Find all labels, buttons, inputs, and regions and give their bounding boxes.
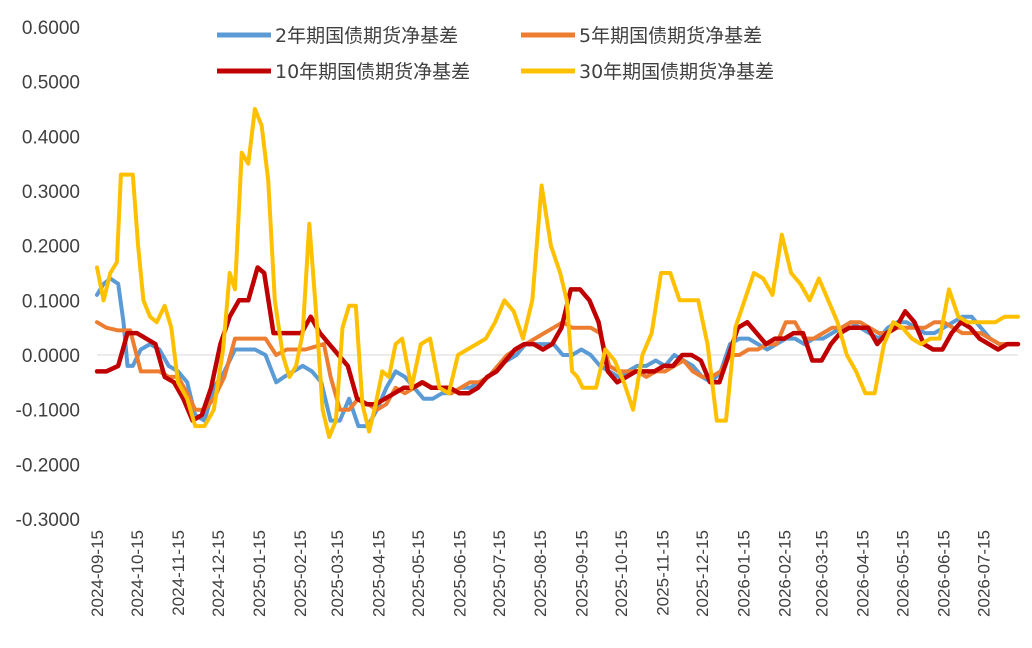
- x-tick-label: 2024-11-15: [169, 530, 188, 616]
- y-tick-label: -0.3000: [16, 510, 80, 531]
- legend-label: 30年期国债期货净基差: [579, 61, 774, 83]
- x-tick-label: 2026-03-15: [813, 530, 832, 617]
- y-axis-ticks: 0.6000 0.5000 0.4000 0.3000 0.2000 0.1000 0.00…: [16, 18, 80, 531]
- chart-legend: 2年期国债期货净基差 5年期国债期货净基差 10年期国债期货净基差 30年期国债期货净…: [217, 25, 774, 83]
- series-line-1: [95, 276, 1020, 429]
- x-tick-label: 2026-05-15: [894, 530, 913, 617]
- x-tick-label: 2025-04-15: [369, 530, 388, 617]
- x-tick-label: 2026-01-15: [734, 530, 753, 617]
- y-tick-label: 0.6000: [22, 18, 80, 39]
- x-tick-label: 2025-08-15: [531, 530, 550, 617]
- x-tick-label: 2025-11-15: [653, 530, 672, 616]
- x-tick-label: 2025-12-15: [693, 530, 712, 617]
- y-tick-label: 0.4000: [22, 127, 80, 148]
- x-tick-label: 2025-03-15: [328, 530, 347, 617]
- y-tick-label: -0.2000: [16, 455, 80, 476]
- x-tick-label: 2026-04-15: [854, 530, 873, 617]
- y-tick-label: 0.0000: [22, 346, 80, 367]
- x-tick-label: 2026-07-15: [974, 530, 993, 617]
- x-tick-label: 2025-01-15: [250, 530, 269, 617]
- x-tick-label: 2026-02-15: [775, 530, 794, 617]
- x-tick-label: 2025-02-15: [291, 530, 310, 617]
- legend-label: 2年期国债期货净基差: [275, 25, 458, 47]
- x-tick-label: 2024-09-15: [88, 530, 107, 617]
- x-axis-ticks: 2024-09-15 2024-10-15 2024-11-15 2024-12-15…: [88, 530, 993, 617]
- legend-label: 5年期国债期货净基差: [579, 25, 762, 47]
- x-tick-label: 2025-05-15: [409, 530, 428, 617]
- y-tick-label: 0.1000: [22, 291, 80, 312]
- legend-label: 10年期国债期货净基差: [275, 61, 470, 83]
- series-lines: [94, 107, 1021, 439]
- x-tick-label: 2025-07-15: [490, 530, 509, 617]
- y-tick-label: -0.1000: [16, 401, 80, 422]
- x-tick-label: 2025-06-15: [450, 530, 469, 617]
- x-tick-label: 2026-06-15: [935, 530, 954, 617]
- series-line-3: [94, 265, 1021, 423]
- x-tick-label: 2024-12-15: [209, 530, 228, 617]
- y-tick-label: 0.3000: [22, 182, 80, 203]
- x-tick-label: 2025-09-15: [572, 530, 591, 617]
- y-tick-label: 0.5000: [22, 73, 80, 94]
- x-tick-label: 2024-10-15: [128, 530, 147, 617]
- y-tick-label: 0.2000: [22, 237, 80, 258]
- series-line-4: [95, 107, 1020, 439]
- x-tick-label: 2025-10-15: [612, 530, 631, 617]
